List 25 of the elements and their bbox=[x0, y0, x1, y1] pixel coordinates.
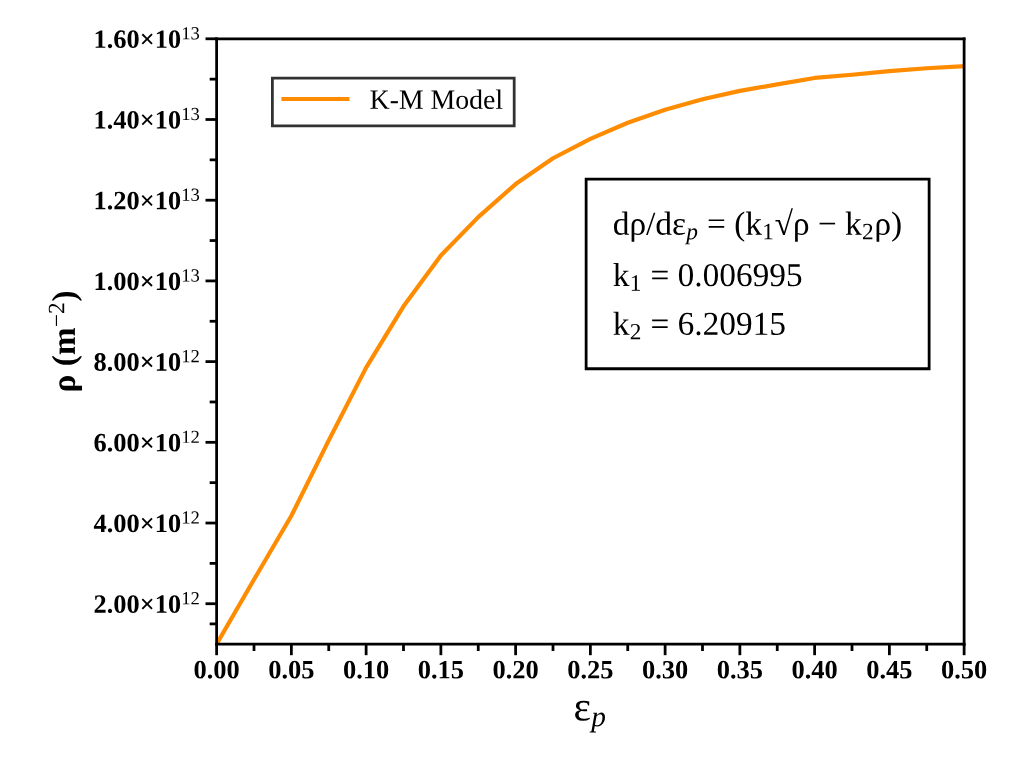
x-tick-label: 0.15 bbox=[418, 660, 463, 679]
y-tick-label: 1.00×10$^{13}$ bbox=[95, 269, 200, 291]
x-tick-label: 0.20 bbox=[493, 660, 538, 679]
y-tick-label: 2.00×10$^{12}$ bbox=[94, 592, 199, 614]
annotation: dρ/dε$_{p}$ = (k$_{1}$√ρ − k$_{2}$ρ) bbox=[614, 208, 901, 245]
legend-label: K-M Model bbox=[370, 89, 503, 110]
annotation: k$_{1}$ = 0.006995 bbox=[613, 262, 802, 291]
x-tick-label: 0.30 bbox=[643, 660, 688, 679]
x-tick-label: 0.50 bbox=[942, 660, 987, 679]
x-tick-label: 0.45 bbox=[867, 660, 912, 679]
y-tick-label: 1.20×10$^{13}$ bbox=[95, 188, 200, 210]
y-tick-label: 4.00×10$^{12}$ bbox=[93, 511, 199, 533]
x-tick-label: 0.10 bbox=[344, 660, 389, 679]
y-tick-label: 1.40×10$^{13}$ bbox=[95, 107, 200, 129]
x-axis-title: ε$_{p}$ bbox=[575, 700, 606, 733]
x-tick-label: 0.35 bbox=[717, 660, 762, 679]
x-tick-label: 0.40 bbox=[792, 660, 837, 679]
y-axis-title: ρ (m$^{−2}$) bbox=[48, 291, 82, 391]
x-tick-label: 0.25 bbox=[568, 660, 613, 679]
y-tick-label: 6.00×10$^{12}$ bbox=[94, 430, 199, 452]
y-tick-label: 1.60×10$^{13}$ bbox=[95, 27, 200, 49]
y-tick-label: 8.00×10$^{12}$ bbox=[94, 349, 199, 372]
annotation: k$_{2}$ = 6.20915 bbox=[613, 311, 785, 340]
x-tick-label: 0.05 bbox=[269, 660, 314, 679]
x-tick-label: 0.00 bbox=[194, 660, 239, 679]
